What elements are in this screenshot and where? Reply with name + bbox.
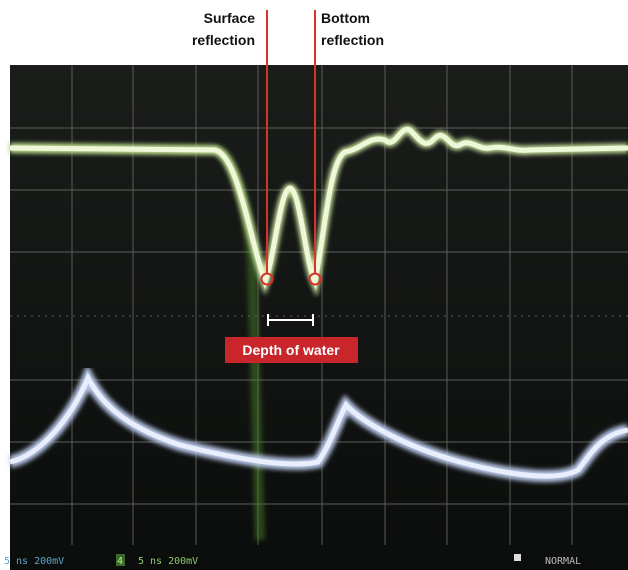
scope-status: 4 <box>117 556 123 567</box>
scope-status: 5 ns 200mV <box>138 556 198 567</box>
measurement-label: Depth of water <box>242 342 340 358</box>
annotations <box>225 10 358 363</box>
callout-label: reflection <box>321 32 384 48</box>
scope-status: 5 ns 200mV <box>4 556 64 567</box>
callout-label: reflection <box>192 32 255 48</box>
scope-screen <box>10 65 628 570</box>
white-trace <box>8 364 628 483</box>
scope-status: NORMAL <box>545 556 581 567</box>
status-square <box>514 554 521 561</box>
green-trace <box>9 124 628 541</box>
callout-label: Bottom <box>321 10 370 26</box>
channel-box <box>116 554 125 566</box>
callout-label: Surface <box>204 10 256 26</box>
